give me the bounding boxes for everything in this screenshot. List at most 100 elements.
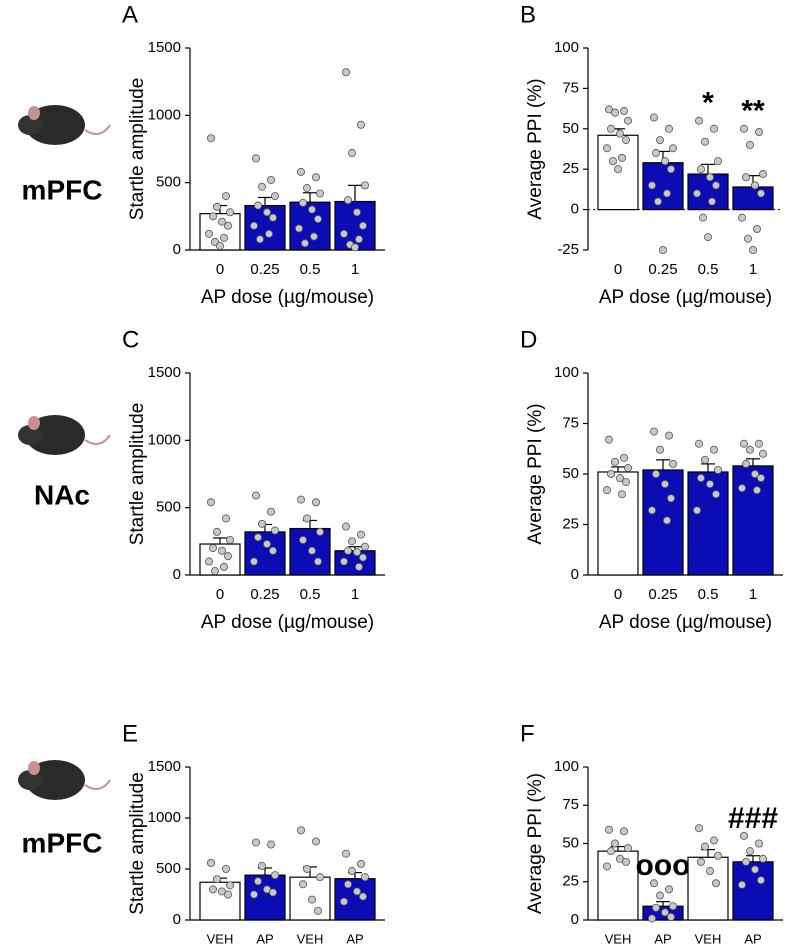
data-point (714, 157, 723, 166)
data-point (223, 221, 232, 230)
x-tick-label: 0.25 (250, 586, 279, 603)
data-point (697, 474, 706, 483)
data-point (358, 221, 367, 230)
data-point (753, 224, 762, 233)
data-point (307, 895, 316, 904)
data-point (759, 170, 768, 179)
data-point (315, 873, 324, 882)
data-point (605, 825, 614, 834)
data-point (605, 435, 614, 444)
y-axis-label: Startle amplitude (127, 78, 148, 221)
data-point (296, 826, 305, 835)
data-point (704, 233, 713, 242)
data-point (650, 113, 659, 122)
data-point (217, 217, 226, 226)
data-point (262, 208, 271, 217)
data-point (208, 212, 217, 221)
data-point (221, 514, 230, 523)
data-point (757, 189, 766, 198)
data-point (210, 566, 219, 575)
y-axis-label: Average PPI (%) (525, 773, 546, 914)
y-tick-label: 100 (554, 364, 579, 381)
data-point (701, 137, 710, 146)
y-tick-label: 25 (562, 160, 579, 177)
y-tick-label: 75 (562, 414, 579, 431)
data-point (661, 908, 670, 917)
mouse-icons (18, 105, 111, 800)
data-point (251, 838, 260, 847)
data-point (697, 165, 706, 174)
data-point (614, 165, 623, 174)
y-axis-label: Average PPI (%) (525, 78, 546, 219)
y-tick-label: 1000 (148, 809, 181, 826)
data-point (661, 480, 670, 489)
y-tick-label: 50 (562, 120, 579, 137)
y-tick-label: 500 (156, 499, 181, 516)
data-point (215, 241, 224, 250)
bar (687, 471, 729, 576)
bar (289, 201, 331, 251)
data-point (618, 490, 627, 499)
panel-letter: A (122, 1, 138, 28)
x-tick-label: 0.25 (250, 261, 279, 278)
data-point (206, 498, 215, 507)
data-point (360, 542, 369, 551)
data-point (206, 134, 215, 143)
data-point (738, 213, 747, 222)
data-point (251, 154, 260, 163)
data-point (710, 445, 719, 454)
data-point (249, 890, 258, 899)
data-point (665, 885, 674, 894)
data-point (358, 553, 367, 562)
bar (687, 856, 729, 921)
y-tick-label: 75 (562, 796, 579, 813)
data-point (712, 879, 721, 888)
data-point (257, 519, 266, 528)
data-point (607, 469, 616, 478)
panel-letter: D (520, 326, 537, 353)
y-tick-label: 50 (562, 465, 579, 482)
data-point (740, 124, 749, 133)
data-point (624, 116, 633, 125)
data-point (212, 202, 221, 211)
data-point (667, 494, 676, 503)
x-tick-label: 0.25 (648, 261, 677, 278)
y-tick-label: 50 (562, 834, 579, 851)
data-point (208, 544, 217, 553)
x-tick-label: 1 (749, 261, 757, 278)
x-tick-label: VEH (297, 931, 324, 946)
data-point (298, 198, 307, 207)
data-point (311, 173, 320, 182)
data-point (266, 507, 275, 516)
data-point (661, 157, 670, 166)
data-point (311, 837, 320, 846)
data-point (624, 844, 633, 853)
data-point (300, 239, 309, 248)
x-tick-label: 0.5 (300, 586, 321, 603)
data-point (315, 527, 324, 536)
data-point (757, 876, 766, 885)
bar (597, 850, 639, 921)
data-point (307, 546, 316, 555)
x-tick-label: 0.5 (300, 261, 321, 278)
x-tick-label: 0 (216, 586, 224, 603)
data-point (751, 865, 760, 874)
data-point (738, 880, 747, 889)
x-tick-label: VEH (605, 931, 632, 946)
data-point (268, 546, 277, 555)
data-point (302, 514, 311, 523)
data-point (742, 857, 751, 866)
data-point (665, 124, 674, 133)
data-point (352, 208, 361, 217)
data-point (650, 879, 659, 888)
y-tick-label: 0 (571, 911, 579, 928)
data-point (749, 245, 758, 254)
x-tick-label: 0.25 (648, 586, 677, 603)
data-point (603, 144, 612, 153)
annotation: ** (741, 95, 765, 128)
panel-letter: C (122, 326, 139, 353)
data-point (652, 469, 661, 478)
data-point (225, 208, 234, 217)
data-point (746, 140, 755, 149)
